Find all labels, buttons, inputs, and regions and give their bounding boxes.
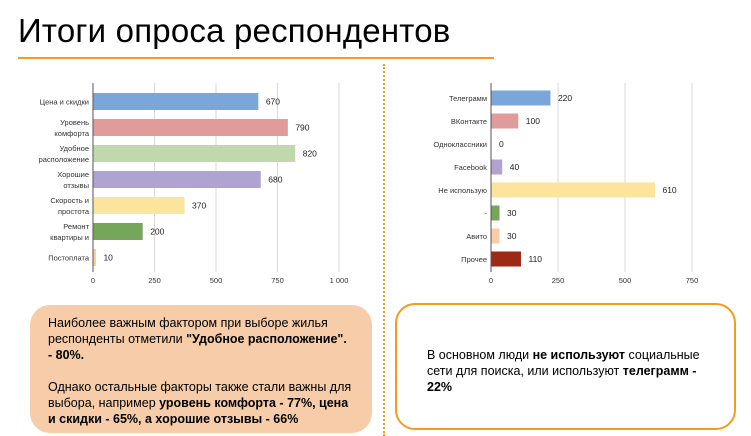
x-tick-label: 750 <box>271 276 284 285</box>
x-tick-label: 1 000 <box>330 276 349 285</box>
bar <box>93 93 259 110</box>
summary-text: Однако остальные факторы также стали важ… <box>48 380 352 410</box>
x-tick-label: 0 <box>489 276 493 285</box>
category-label: Постоплата <box>48 254 90 263</box>
bar <box>491 251 521 267</box>
summary-text: социальные сети для поиска, или использу… <box>427 348 700 378</box>
bar <box>93 119 288 136</box>
bar <box>491 113 519 129</box>
data-label: 680 <box>268 175 282 185</box>
category-label: Не использую <box>438 186 487 195</box>
x-tick-label: 500 <box>210 276 223 285</box>
bar <box>491 205 500 221</box>
x-tick-label: 0 <box>91 276 95 285</box>
category-label: ВКонтакте <box>451 117 487 126</box>
category-label: Телеграмм <box>449 94 487 103</box>
category-label: Скорость и простота <box>50 196 89 216</box>
category-label: Цена и скидки <box>40 98 89 107</box>
category-label: Удобное расположение <box>39 144 89 164</box>
category-label: Прочее <box>461 255 487 264</box>
data-label: 100 <box>526 116 540 126</box>
summary-text: Наиболее важным фактором при выборе жиль… <box>48 316 328 346</box>
data-label: 40 <box>510 162 520 172</box>
data-label: 0 <box>499 139 504 149</box>
bar <box>491 159 503 175</box>
data-label: 10 <box>103 253 113 263</box>
data-label: 370 <box>192 201 206 211</box>
data-label: 200 <box>150 227 164 237</box>
data-label: 670 <box>266 97 280 107</box>
x-tick-label: 250 <box>552 276 565 285</box>
page-title: Итоги опроса респондентов <box>18 12 451 49</box>
bar <box>93 223 143 240</box>
x-tick-label: 750 <box>686 276 699 285</box>
social-networks-bar-chart: 0 250 500 750 220 Телеграмм 100 ВКонтакте 0 Однок… <box>433 83 699 285</box>
bar <box>93 171 261 188</box>
factors-bar-chart: 0 250 500 750 1 000 670 Цена и скидки 790 Уровен… <box>39 83 349 285</box>
social-summary-box: В основном люди не используют социальные… <box>395 303 736 430</box>
x-tick-label: 250 <box>148 276 161 285</box>
data-label: 30 <box>507 231 517 241</box>
data-label: 30 <box>507 208 517 218</box>
data-label: 790 <box>295 123 309 133</box>
data-label: 820 <box>303 149 317 159</box>
divider <box>383 64 385 436</box>
category-label: Уровень комфорта <box>54 118 89 138</box>
summary-highlight: телеграмм - 22% <box>427 364 697 394</box>
summary-highlight: не используют <box>532 348 626 362</box>
category-label: Одноклассники <box>433 140 487 149</box>
bar <box>93 249 96 266</box>
data-label: 110 <box>528 254 542 264</box>
summary-text: В основном люди <box>427 348 533 362</box>
summary-highlight: уровень комфорта - 77%, цена и скидки - … <box>48 396 349 426</box>
data-label: 610 <box>662 185 676 195</box>
category-label: Авито <box>466 232 487 241</box>
data-label: 220 <box>558 93 572 103</box>
bar <box>93 197 185 214</box>
factors-summary-box: Наиболее важным фактором при выборе жиль… <box>30 305 372 433</box>
x-tick-label: 500 <box>619 276 632 285</box>
bar <box>491 90 551 106</box>
bar <box>491 182 655 198</box>
category-label: Хорошие отзывы <box>57 170 89 190</box>
category-label: - <box>485 209 488 218</box>
bar <box>93 145 296 162</box>
category-label: Facebook <box>454 163 487 172</box>
category-label: Ремонт квартиры и <box>50 222 89 242</box>
bar <box>491 228 500 244</box>
summary-highlight: "Удобное расположение". - 80%. <box>48 332 347 362</box>
title-underline <box>18 57 494 59</box>
